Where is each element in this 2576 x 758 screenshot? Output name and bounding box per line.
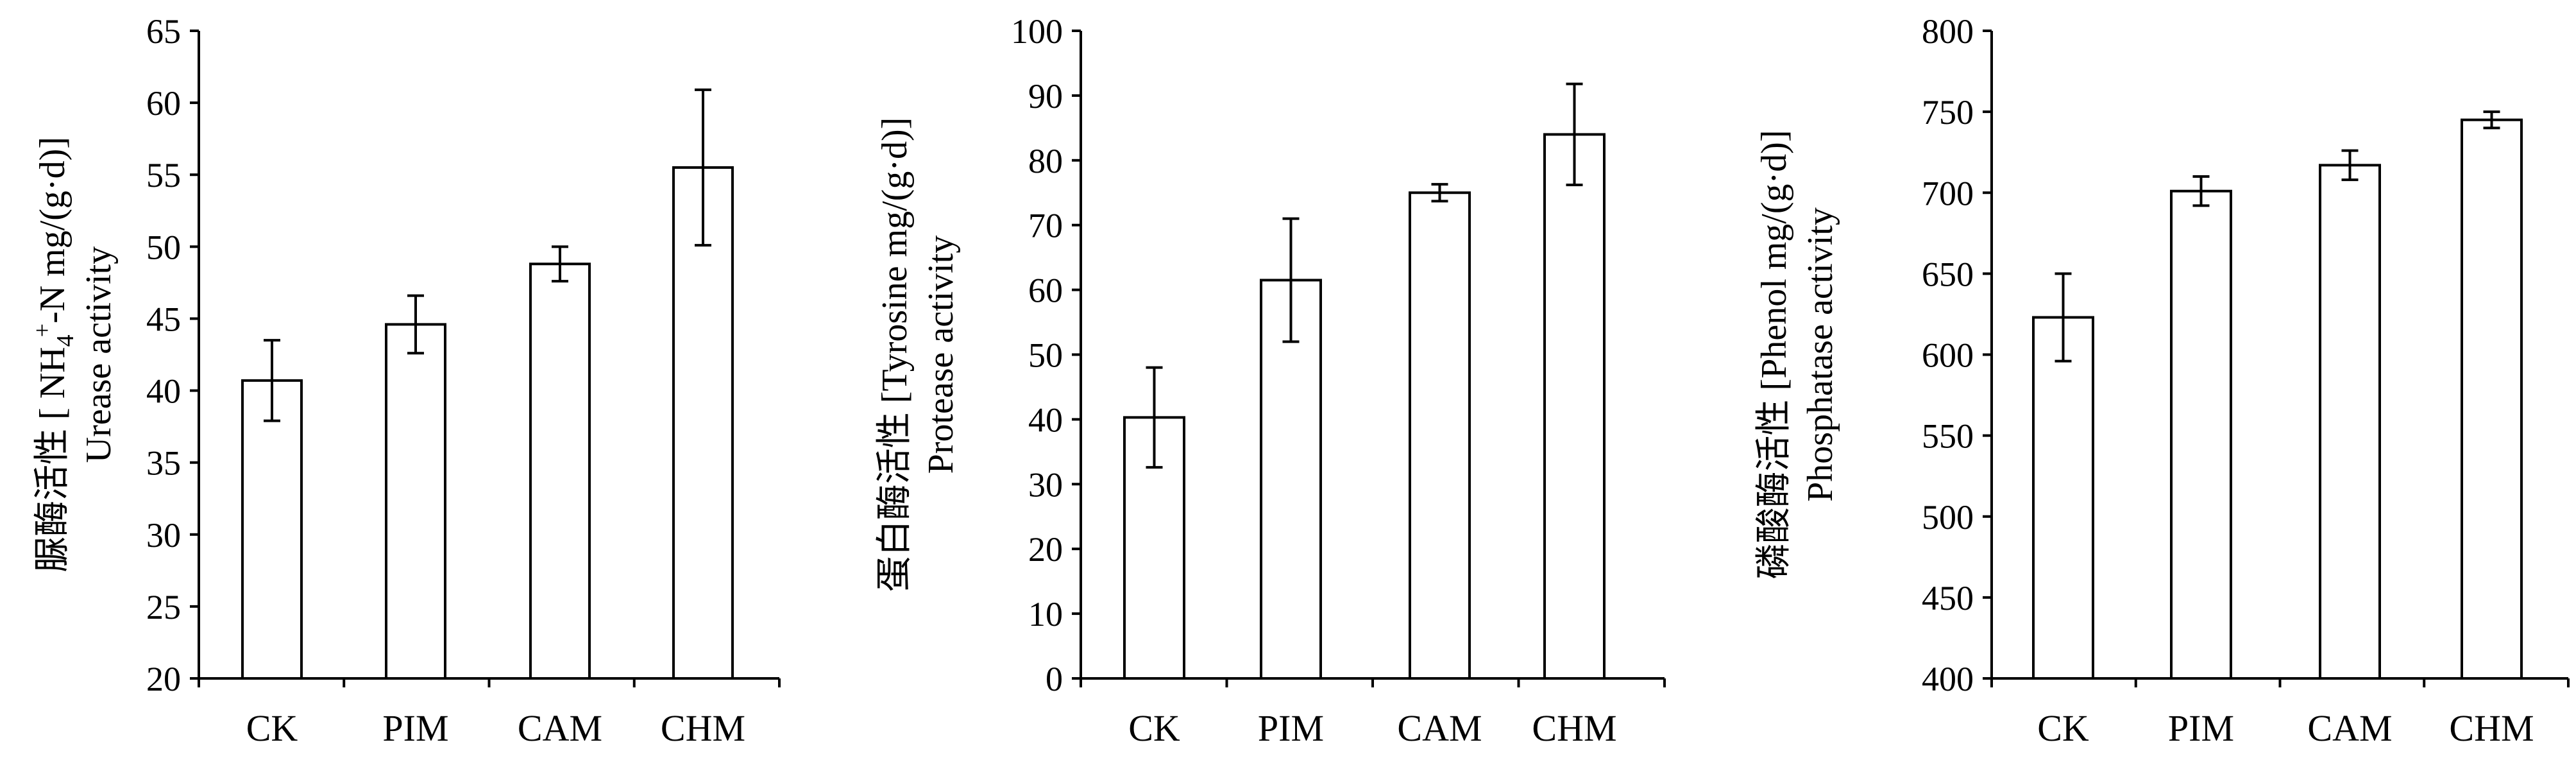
category-label-chm: CHM xyxy=(1532,707,1616,749)
y-tick-label: 80 xyxy=(1028,142,1063,180)
y-axis-title-part: + xyxy=(29,323,56,337)
y-axis-subtitle: Urease activity xyxy=(79,246,119,463)
y-tick-label: 40 xyxy=(146,372,181,411)
category-label-cam: CAM xyxy=(518,707,602,749)
y-tick-label: 25 xyxy=(146,588,181,626)
y-axis-title-part: 4 xyxy=(52,334,79,347)
y-axis-title-part: 磷酸酶活性 [Phenol mg/(g·d)] xyxy=(1754,130,1794,580)
bar-cam xyxy=(1409,191,1471,680)
y-tick-label: 750 xyxy=(1922,93,1974,132)
bar-chm xyxy=(2461,118,2523,680)
y-tick-label: 50 xyxy=(146,228,181,266)
category-label-chm: CHM xyxy=(2449,707,2534,749)
y-axis-title: 脲酶活性 [ NH4+-N mg/(g·d)] xyxy=(29,137,79,573)
y-tick-label: 65 xyxy=(146,12,181,51)
y-tick-label: 650 xyxy=(1922,255,1974,293)
chart-panel-1: 20 25 30 35 40 45 50 55 60 65 CK PIM CAM CHM 脲酶活性 [ NH… xyxy=(29,12,781,749)
y-axis-title: 蛋白酶活性 [Tyrosine mg/(g·d)] xyxy=(875,117,915,592)
category-label-cam: CAM xyxy=(2307,707,2392,749)
y-tick-label: 90 xyxy=(1028,77,1063,116)
y-tick-label: 60 xyxy=(1028,271,1063,310)
y-tick-label: 450 xyxy=(1922,579,1974,617)
y-tick-label: 500 xyxy=(1922,498,1974,537)
bar-cam xyxy=(2319,164,2381,680)
y-tick-label: 0 xyxy=(1046,660,1063,698)
y-tick-label: 45 xyxy=(146,300,181,338)
y-axis-title-part: 蛋白酶活性 [Tyrosine mg/(g·d)] xyxy=(875,117,915,592)
y-tick-label: 100 xyxy=(1011,12,1063,51)
y-tick-label: 800 xyxy=(1922,12,1974,51)
y-axis-subtitle: Protease activity xyxy=(921,236,961,474)
category-label-pim: PIM xyxy=(1258,707,1324,749)
category-label-ck: CK xyxy=(1128,707,1180,749)
y-tick-label: 10 xyxy=(1028,595,1063,633)
chart-panel-3: 400 450 500 550 600 650 700 750 800 CK PIM CAM CHM 磷酸… xyxy=(1754,12,2570,749)
bar-pim xyxy=(1260,279,1322,680)
category-label-pim: PIM xyxy=(382,707,448,749)
y-tick-label: 30 xyxy=(146,516,181,555)
y-tick-label: 60 xyxy=(146,84,181,123)
category-label-ck: CK xyxy=(2037,707,2089,749)
y-axis-subtitle: Phosphatase activity xyxy=(1801,207,1840,502)
category-label-chm: CHM xyxy=(661,707,745,749)
y-tick-label: 600 xyxy=(1922,336,1974,375)
bar-chm xyxy=(1543,133,1606,680)
y-axis-title-part: -N mg/(g·d)] xyxy=(33,137,72,323)
category-label-cam: CAM xyxy=(1397,707,1482,749)
y-tick-label: 35 xyxy=(146,444,181,483)
y-tick-label: 550 xyxy=(1922,417,1974,456)
bar-ck xyxy=(241,379,303,680)
y-tick-label: 55 xyxy=(146,156,181,194)
y-tick-label: 700 xyxy=(1922,174,1974,212)
y-tick-label: 70 xyxy=(1028,207,1063,245)
y-tick-label: 20 xyxy=(1028,530,1063,569)
category-label-pim: PIM xyxy=(2168,707,2234,749)
y-tick-label: 400 xyxy=(1922,660,1974,698)
bar-pim xyxy=(2170,189,2232,680)
bar-pim xyxy=(385,323,446,680)
y-tick-label: 30 xyxy=(1028,465,1063,504)
y-tick-label: 20 xyxy=(146,660,181,698)
y-axis-title-part: 脲酶活性 [ NH xyxy=(33,347,72,573)
bar-ck xyxy=(2032,316,2094,680)
chart-panel-2: 0 10 20 30 40 50 60 70 80 90 100 CK PIM CAM CHM 蛋白酶活性 [… xyxy=(875,12,1666,749)
category-label-ck: CK xyxy=(246,707,298,749)
y-tick-label: 50 xyxy=(1028,336,1063,375)
bar-chm xyxy=(672,166,734,680)
y-axis-title: 磷酸酶活性 [Phenol mg/(g·d)] xyxy=(1754,130,1794,580)
bar-cam xyxy=(529,263,591,680)
y-tick-label: 40 xyxy=(1028,401,1063,439)
